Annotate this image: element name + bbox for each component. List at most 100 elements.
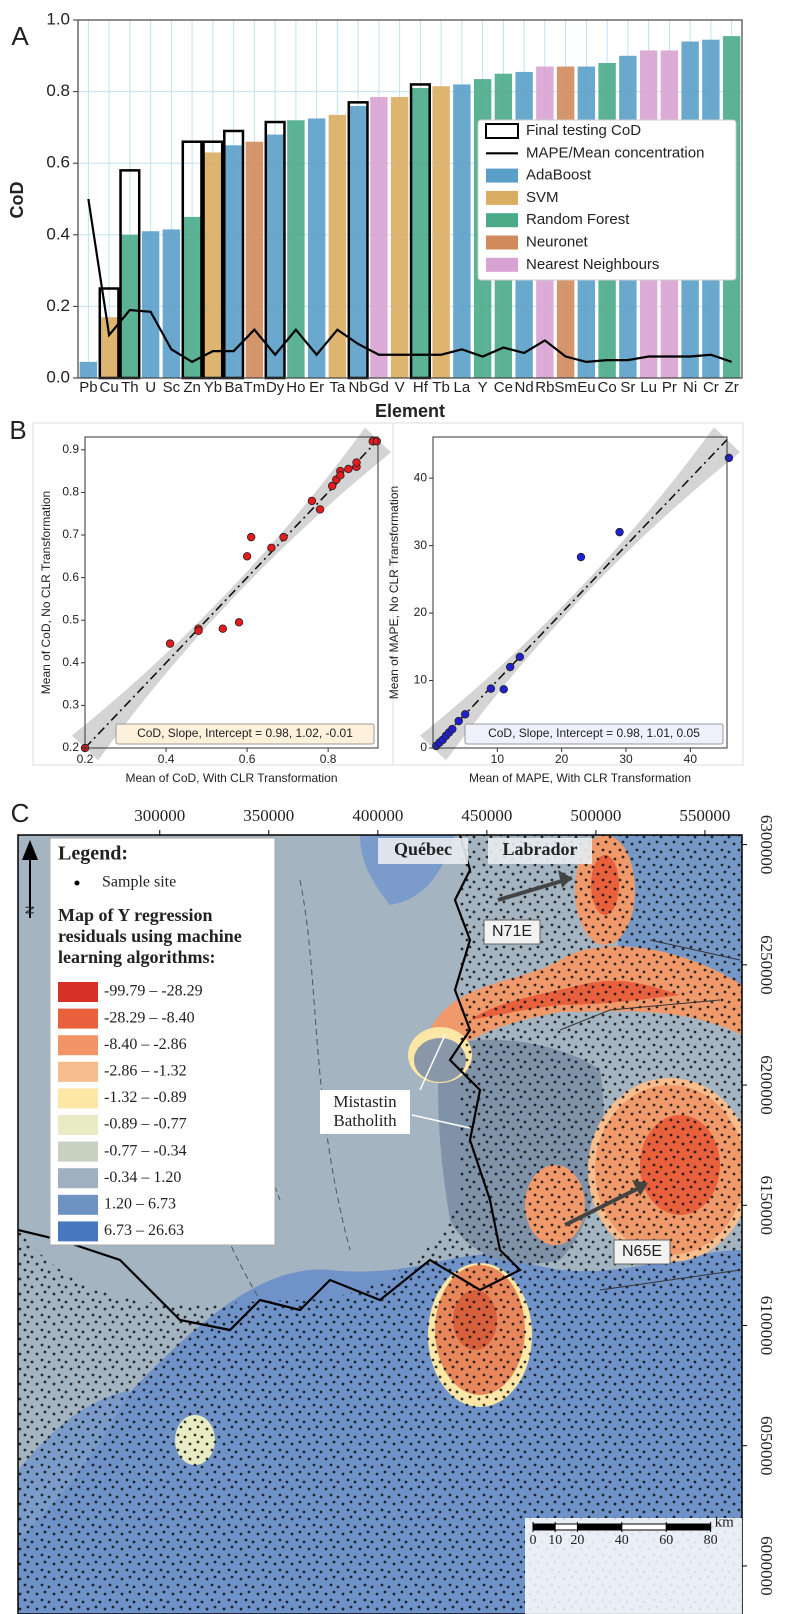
legend-label: Random Forest: [526, 211, 630, 228]
point: [218, 624, 227, 633]
scale-label: 40: [615, 1533, 629, 1548]
legend-label: Neuronet: [526, 233, 589, 250]
point: [246, 532, 256, 542]
panel-frame: [392, 422, 744, 766]
legend-swatch: [486, 168, 518, 183]
legend-label: 6.73 – 26.63: [104, 1222, 184, 1239]
legend-label: -8.40 – -2.86: [104, 1036, 187, 1053]
x-tick-label: 550000: [679, 806, 730, 825]
annotation-box: [115, 723, 375, 745]
legend-label: AdaBoost: [526, 167, 592, 184]
y-tick-label: 10: [414, 673, 428, 687]
legend-heading: learning algorithms:: [58, 947, 216, 967]
point: [615, 527, 624, 537]
legend-heading: Map of Y regression: [58, 905, 213, 925]
y-tick-label: 20: [414, 605, 428, 619]
x-tick-label: Tb: [432, 379, 450, 396]
fit-line: [432, 439, 728, 749]
north-label: N: [23, 906, 37, 915]
point: [515, 652, 525, 662]
y-tick-label: 0.7: [62, 527, 79, 541]
panel-label: A: [11, 21, 29, 51]
y-tick-label: 6300000: [757, 815, 776, 875]
x-tick-label: 40: [684, 752, 698, 766]
x-tick-label: La: [454, 379, 471, 396]
legend-title: Legend:: [58, 843, 128, 865]
y-tick-label: 0: [420, 740, 427, 754]
bar: [287, 120, 305, 379]
legend-label: -28.29 – -8.40: [104, 1009, 195, 1026]
scale-label: 0: [530, 1533, 537, 1548]
mape-line: [87, 198, 732, 364]
legend-swatch: [58, 1008, 98, 1029]
x-tick-label: 450000: [461, 806, 512, 825]
y-axis-label: Mean of CoD, No CLR Transformation: [39, 491, 53, 694]
legend-label: -0.77 – -0.34: [104, 1142, 187, 1159]
x-tick-label: Sc: [163, 379, 181, 396]
legend-label: MAPE/Mean concentration: [526, 144, 704, 161]
point: [454, 716, 463, 726]
x-tick-label: Ni: [683, 379, 697, 396]
legend-label: -1.32 – -0.89: [104, 1089, 187, 1106]
x-tick-label: 0.2: [77, 752, 94, 766]
legend-swatch: [58, 1035, 98, 1056]
bar: [432, 86, 450, 378]
x-tick-label: Ce: [494, 379, 513, 396]
y-tick-label: 0.8: [62, 485, 79, 499]
bar: [79, 361, 98, 378]
x-tick-label: Ho: [286, 379, 305, 396]
legend-swatch: [486, 213, 518, 228]
legend-label: -0.89 – -0.77: [104, 1116, 187, 1133]
legend-label: 1.20 – 6.73: [104, 1195, 176, 1212]
x-tick-label: 30: [619, 752, 633, 766]
x-tick-label: Hf: [413, 379, 429, 396]
panel-b: 0.2 0.4 0.6 0.8 0.2 0.3 0.4 0.5 0.6 0.7 0.8 0.9 Mean…: [9, 415, 744, 785]
scale-label: 20: [570, 1533, 584, 1548]
panel-a: 0.00.20.40.60.81.0Pb Cu Th U Sc Zn Yb Ba Tm Dy Ho E…: [7, 9, 743, 421]
annotation: CoD, Slope, Intercept = 0.98, 1.02, -0.0…: [137, 726, 353, 740]
legend-label: SVM: [526, 189, 559, 206]
point: [336, 471, 345, 480]
x-tick-label: Nb: [349, 379, 368, 396]
x-tick-label: 0.6: [239, 752, 256, 766]
point: [279, 532, 288, 542]
x-tick-label: Lu: [640, 379, 657, 396]
scale-label: 10: [548, 1533, 562, 1548]
legend-swatch: [58, 1221, 98, 1242]
y-tick-label: 0.5: [62, 612, 79, 626]
map-label: N65E: [622, 1243, 662, 1260]
legend-box: [477, 119, 737, 281]
y-tick-label: 0.4: [62, 655, 79, 669]
point: [505, 662, 515, 672]
y-tick-label: 6250000: [757, 935, 776, 995]
scale-unit: km: [715, 1514, 735, 1530]
x-tick-label: Pb: [79, 379, 97, 396]
bar: [183, 216, 201, 378]
legend-dot: [74, 880, 80, 886]
x-tick-label: Th: [121, 379, 139, 396]
x-tick-label: 10: [491, 752, 505, 766]
point: [576, 552, 586, 562]
x-tick-label: Eu: [577, 379, 595, 396]
legend-label: -2.86 – -1.32: [104, 1062, 187, 1079]
point: [499, 685, 508, 694]
bar: [121, 234, 139, 378]
legend-swatch: [486, 257, 518, 272]
bar: [390, 96, 409, 378]
point: [460, 710, 470, 719]
plot-frame: [432, 436, 728, 749]
x-tick-label: Dy: [266, 379, 285, 396]
point: [344, 464, 353, 474]
x-tick-label: U: [145, 379, 156, 396]
x-tick-label: Tm: [244, 379, 266, 396]
x-tick-label: 400000: [352, 806, 403, 825]
legend-label: Nearest Neighbours: [526, 256, 659, 273]
legend-swatch: [58, 1141, 98, 1162]
x-tick-label: Sr: [620, 379, 635, 396]
scale-label: 80: [704, 1533, 718, 1548]
panel-label: B: [9, 415, 26, 445]
x-tick-label: Er: [309, 379, 324, 396]
x-tick-label: 0.8: [320, 752, 337, 766]
y-tick-label: 6000000: [757, 1536, 776, 1596]
